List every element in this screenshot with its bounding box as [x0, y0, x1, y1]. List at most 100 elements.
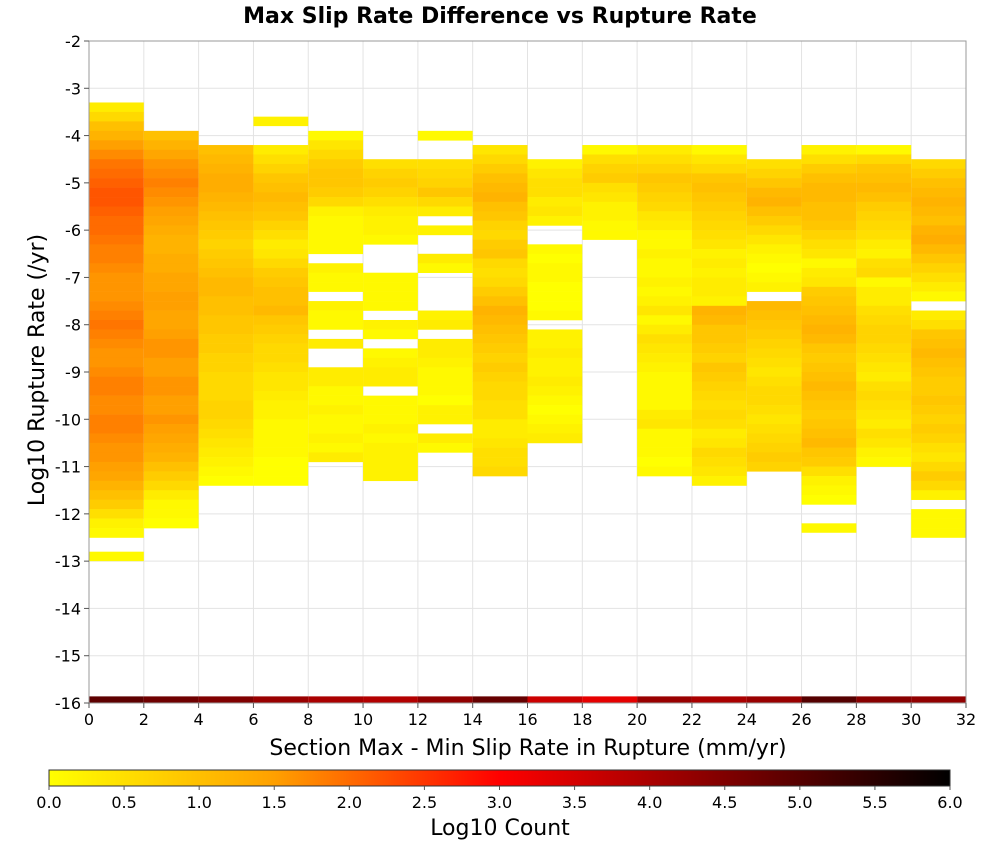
colorbar-tick-label: 5.0 — [787, 793, 812, 812]
heatmap-cell — [143, 197, 199, 207]
colorbar — [48, 769, 951, 787]
heatmap-cell — [143, 319, 199, 330]
heatmap-cell — [253, 372, 309, 382]
heatmap-cell — [856, 258, 912, 269]
heatmap-cell — [527, 187, 583, 198]
heatmap-cell — [253, 211, 309, 221]
heatmap-cell — [801, 154, 857, 165]
heatmap-cell — [472, 192, 528, 203]
heatmap-cell — [582, 192, 638, 203]
heatmap-cell — [856, 381, 912, 392]
heatmap-cell — [308, 130, 364, 141]
heatmap-cell — [801, 362, 857, 373]
heatmap-cell — [746, 376, 802, 387]
heatmap-cell — [856, 428, 912, 439]
heatmap-cell — [637, 466, 692, 477]
heatmap-cell — [856, 163, 912, 174]
heatmap-cell — [89, 338, 144, 349]
heatmap-cell — [308, 159, 364, 169]
heatmap-cell — [691, 428, 747, 439]
heatmap-cell — [911, 197, 966, 207]
heatmap-cell — [911, 168, 966, 179]
heatmap-cell — [472, 211, 528, 221]
heatmap-cell — [527, 244, 583, 255]
heatmap-cell — [801, 315, 857, 326]
colorbar-tick-label: 1.0 — [186, 793, 211, 812]
colorbar-tick-label: 0.0 — [36, 793, 61, 812]
heatmap-cell — [198, 201, 254, 212]
heatmap-cell — [637, 220, 692, 231]
heatmap-cell — [911, 291, 966, 302]
heatmap-cell — [527, 310, 583, 321]
colorbar-tick-label: 6.0 — [937, 793, 962, 812]
heatmap-cell — [472, 286, 528, 297]
heatmap-cell — [363, 414, 418, 425]
heatmap-overflow-cell — [417, 696, 473, 703]
y-tick-label: -9 — [65, 363, 81, 382]
heatmap-cell — [89, 282, 144, 292]
heatmap-cell — [472, 182, 528, 193]
heatmap-overflow-cell — [691, 696, 747, 703]
heatmap-cell — [527, 282, 583, 292]
heatmap-cell — [856, 315, 912, 326]
colorbar-tick-label: 3.5 — [562, 793, 587, 812]
heatmap-cell — [911, 225, 966, 236]
heatmap-cell — [363, 272, 418, 283]
x-tick-label: 6 — [248, 710, 258, 729]
heatmap-cell — [89, 197, 144, 207]
heatmap-cell — [691, 390, 747, 401]
heatmap-cell — [308, 405, 364, 415]
heatmap-cell — [472, 173, 528, 184]
heatmap-cell — [198, 428, 254, 439]
heatmap-cell — [253, 173, 309, 184]
heatmap-cell — [911, 528, 966, 538]
heatmap-cell — [417, 197, 473, 207]
y-tick-label: -8 — [65, 316, 81, 335]
y-tick-label: -3 — [65, 79, 81, 98]
heatmap-cell — [911, 244, 966, 255]
y-tick-label: -6 — [65, 221, 81, 240]
heatmap-cell — [856, 182, 912, 193]
heatmap-cell — [89, 329, 144, 340]
heatmap-cell — [911, 452, 966, 463]
heatmap-cell — [89, 168, 144, 179]
heatmap-cell — [746, 282, 802, 292]
heatmap-cell — [911, 338, 966, 349]
heatmap-cell — [143, 499, 199, 510]
heatmap-cell — [89, 291, 144, 302]
heatmap-overflow-cell — [308, 696, 364, 703]
heatmap-cell — [746, 442, 802, 453]
x-tick-label: 18 — [572, 710, 592, 729]
y-axis-label: Log10 Rupture Rate (/yr) — [25, 234, 50, 506]
heatmap-cell — [911, 518, 966, 529]
heatmap-cell — [582, 173, 638, 184]
heatmap-cell — [691, 305, 747, 316]
heatmap-cell — [143, 187, 199, 198]
heatmap-cell — [253, 249, 309, 259]
heatmap-cell — [308, 452, 364, 463]
y-tick-label: -11 — [55, 458, 81, 477]
heatmap-cell — [308, 282, 364, 292]
x-tick-label: 4 — [194, 710, 204, 729]
heatmap-cell — [89, 452, 144, 463]
heatmap-cell — [308, 376, 364, 387]
heatmap-cell — [143, 490, 199, 500]
heatmap-cell — [308, 386, 364, 396]
heatmap-cell — [801, 267, 857, 278]
x-tick-label: 14 — [463, 710, 483, 729]
heatmap-cell — [911, 234, 966, 245]
heatmap-cell — [911, 253, 966, 264]
heatmap-cell — [198, 286, 254, 297]
heatmap-cell — [253, 296, 309, 307]
heatmap-cell — [253, 324, 309, 335]
heatmap-cell — [472, 267, 528, 278]
heatmap-cell — [582, 230, 638, 240]
heatmap-cell — [527, 178, 583, 188]
heatmap-cell — [472, 372, 528, 382]
heatmap-cell — [143, 225, 199, 236]
heatmap-cell — [89, 480, 144, 491]
heatmap-cell — [308, 424, 364, 434]
heatmap-cell — [856, 230, 912, 240]
heatmap-cell — [801, 163, 857, 174]
heatmap-cell — [691, 381, 747, 392]
